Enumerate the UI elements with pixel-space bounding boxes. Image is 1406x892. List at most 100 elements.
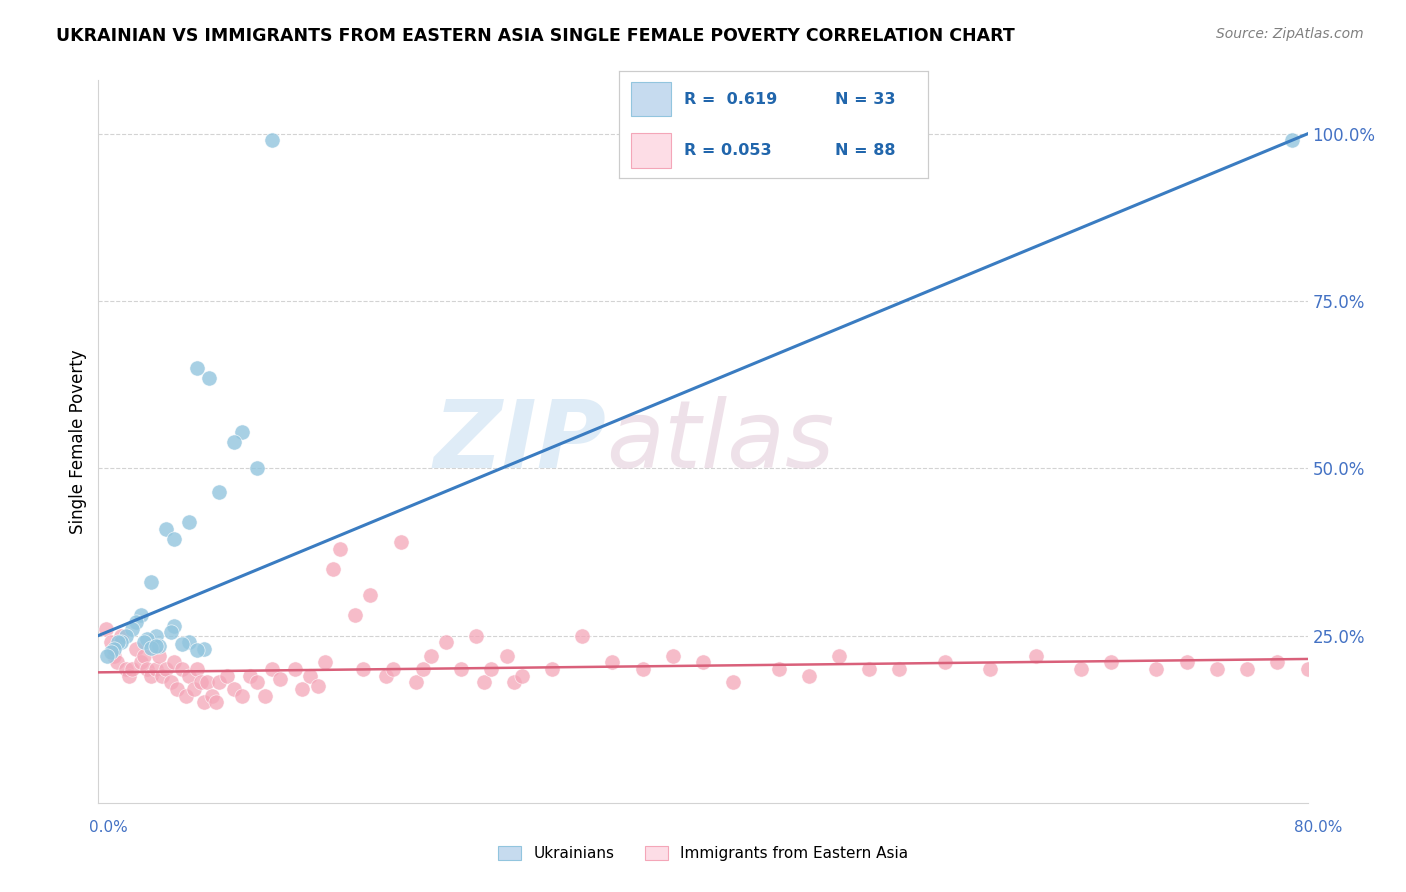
Point xyxy=(481,662,503,676)
Point xyxy=(186,361,208,376)
Point xyxy=(163,618,186,632)
Text: R = 0.053: R = 0.053 xyxy=(683,143,772,158)
Point xyxy=(174,689,197,703)
Text: 0.0%: 0.0% xyxy=(89,821,128,835)
Text: Source: ZipAtlas.com: Source: ZipAtlas.com xyxy=(1216,27,1364,41)
Point xyxy=(1099,655,1122,669)
Point xyxy=(269,672,291,686)
Point xyxy=(201,689,224,703)
Point xyxy=(135,662,157,676)
Point xyxy=(155,521,177,535)
Point xyxy=(231,689,253,703)
Point xyxy=(1206,662,1229,676)
Point xyxy=(121,622,143,636)
Point xyxy=(132,648,155,663)
Text: R =  0.619: R = 0.619 xyxy=(683,92,778,107)
Point xyxy=(382,662,405,676)
Point xyxy=(1144,662,1167,676)
Point xyxy=(135,632,157,646)
Point xyxy=(141,640,163,655)
Point xyxy=(208,484,231,499)
Point xyxy=(129,655,152,669)
Point xyxy=(262,662,284,676)
Point xyxy=(110,628,132,642)
Point xyxy=(262,134,284,148)
Point xyxy=(661,648,683,663)
Point xyxy=(166,681,188,696)
Point xyxy=(125,642,148,657)
Point xyxy=(692,655,714,669)
Point xyxy=(208,675,231,690)
FancyBboxPatch shape xyxy=(631,134,671,168)
Point xyxy=(114,628,136,642)
Point xyxy=(284,662,307,676)
Point xyxy=(405,675,427,690)
Point xyxy=(1024,648,1046,663)
Point xyxy=(1312,662,1334,676)
Text: N = 88: N = 88 xyxy=(835,143,896,158)
Point xyxy=(510,669,533,683)
Point xyxy=(344,608,367,623)
Point xyxy=(291,681,314,696)
Point xyxy=(125,615,148,630)
Point xyxy=(602,655,624,669)
Point xyxy=(145,628,167,642)
Point xyxy=(1296,662,1319,676)
Point xyxy=(179,635,201,649)
Point xyxy=(631,662,654,676)
Point xyxy=(100,635,122,649)
Point xyxy=(224,681,246,696)
Point xyxy=(103,648,125,663)
Point xyxy=(768,662,790,676)
Point xyxy=(374,669,396,683)
Point xyxy=(100,645,122,659)
Point xyxy=(828,648,851,663)
Point xyxy=(858,662,880,676)
Text: atlas: atlas xyxy=(606,396,835,487)
Text: N = 33: N = 33 xyxy=(835,92,896,107)
Text: 80.0%: 80.0% xyxy=(1295,821,1343,835)
Point xyxy=(253,689,276,703)
Point xyxy=(129,608,152,623)
Point xyxy=(205,696,228,710)
Point xyxy=(412,662,434,676)
Point xyxy=(160,675,183,690)
Point xyxy=(246,675,269,690)
Point xyxy=(145,662,167,676)
Point xyxy=(145,639,167,653)
Point xyxy=(723,675,745,690)
Point xyxy=(352,662,374,676)
Point xyxy=(314,655,336,669)
Point xyxy=(299,669,322,683)
Point xyxy=(450,662,472,676)
Point xyxy=(186,662,208,676)
Point xyxy=(160,625,183,640)
Point xyxy=(107,635,129,649)
Point xyxy=(94,622,117,636)
Point xyxy=(195,675,218,690)
Point xyxy=(141,669,163,683)
Point xyxy=(231,425,253,439)
Text: ZIP: ZIP xyxy=(433,395,606,488)
Point xyxy=(495,648,517,663)
Point xyxy=(150,669,173,683)
Text: UKRAINIAN VS IMMIGRANTS FROM EASTERN ASIA SINGLE FEMALE POVERTY CORRELATION CHAR: UKRAINIAN VS IMMIGRANTS FROM EASTERN ASI… xyxy=(56,27,1015,45)
Point xyxy=(322,562,344,576)
Point xyxy=(215,669,238,683)
Point xyxy=(1281,134,1303,148)
Point xyxy=(163,532,186,546)
Point xyxy=(114,662,136,676)
Point xyxy=(239,669,262,683)
Point xyxy=(186,643,208,657)
Point xyxy=(503,675,526,690)
Point xyxy=(1070,662,1092,676)
Point xyxy=(118,669,141,683)
Point xyxy=(540,662,562,676)
Point xyxy=(110,635,132,649)
Point xyxy=(329,541,352,556)
Point xyxy=(193,696,215,710)
Legend: Ukrainians, Immigrants from Eastern Asia: Ukrainians, Immigrants from Eastern Asia xyxy=(492,840,914,867)
Point xyxy=(224,434,246,449)
Point xyxy=(141,575,163,590)
Point xyxy=(148,648,170,663)
